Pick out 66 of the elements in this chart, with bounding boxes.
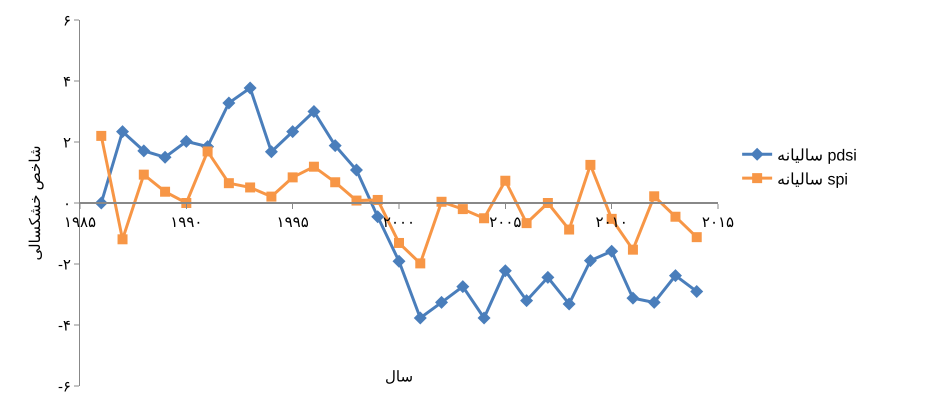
point — [562, 297, 576, 310]
point — [628, 244, 638, 255]
point — [286, 125, 300, 138]
point — [479, 213, 490, 224]
point — [500, 176, 510, 186]
point — [394, 238, 404, 248]
y-tick-label: ۴ — [62, 73, 71, 90]
y-tick-label: ۰ — [62, 195, 71, 212]
point — [138, 170, 149, 180]
point — [522, 218, 532, 228]
point — [371, 210, 384, 224]
y-axis-title: شاخص خشکسالی — [27, 146, 44, 260]
point — [96, 130, 106, 141]
point — [202, 146, 213, 156]
point — [435, 296, 448, 309]
point — [224, 178, 234, 188]
point — [350, 164, 363, 177]
x-tick-label: ۱۹۹۰ — [170, 214, 202, 231]
point — [415, 258, 426, 268]
y-tick-label: -۴ — [58, 317, 71, 334]
point — [245, 182, 256, 192]
point — [564, 224, 574, 235]
legend-label: سالیانه pdsi — [777, 148, 857, 165]
x-tick-label: ۱۹۹۵ — [276, 214, 309, 231]
point — [670, 212, 680, 222]
point — [288, 172, 298, 182]
point — [478, 311, 491, 324]
point — [244, 82, 257, 95]
point — [222, 96, 236, 110]
x-axis-title: سال — [384, 368, 414, 386]
point — [116, 125, 130, 138]
point — [648, 296, 661, 309]
y-tick-label: -۶ — [58, 378, 71, 396]
point — [414, 311, 427, 324]
y-tick-label: -۲ — [58, 256, 71, 274]
point — [180, 134, 193, 148]
x-tick-label: ۲۰۱۵ — [702, 214, 734, 231]
point — [541, 270, 554, 284]
point — [626, 292, 640, 305]
point — [498, 264, 512, 278]
x-tick-label: ۱۹۸۵ — [64, 214, 96, 231]
point — [264, 145, 278, 158]
point — [266, 192, 276, 202]
point — [585, 160, 596, 170]
point — [118, 234, 128, 244]
point — [649, 191, 660, 202]
y-tick-label: ۲ — [62, 134, 71, 152]
point — [137, 144, 150, 158]
point — [584, 254, 597, 268]
point — [160, 186, 170, 197]
point — [158, 150, 172, 164]
x-tick-label: ۲۰۰۵ — [489, 214, 522, 231]
point — [307, 105, 320, 118]
point — [692, 232, 702, 242]
point — [690, 284, 704, 298]
point — [520, 294, 534, 308]
legend-label: سالیانه spi — [777, 171, 848, 188]
point — [668, 269, 682, 282]
point — [330, 177, 340, 188]
point — [308, 162, 319, 172]
y-tick-label: ۶ — [62, 12, 71, 30]
point — [456, 280, 470, 294]
point — [458, 204, 468, 214]
point — [605, 244, 618, 258]
point — [328, 139, 342, 152]
point — [392, 254, 406, 268]
